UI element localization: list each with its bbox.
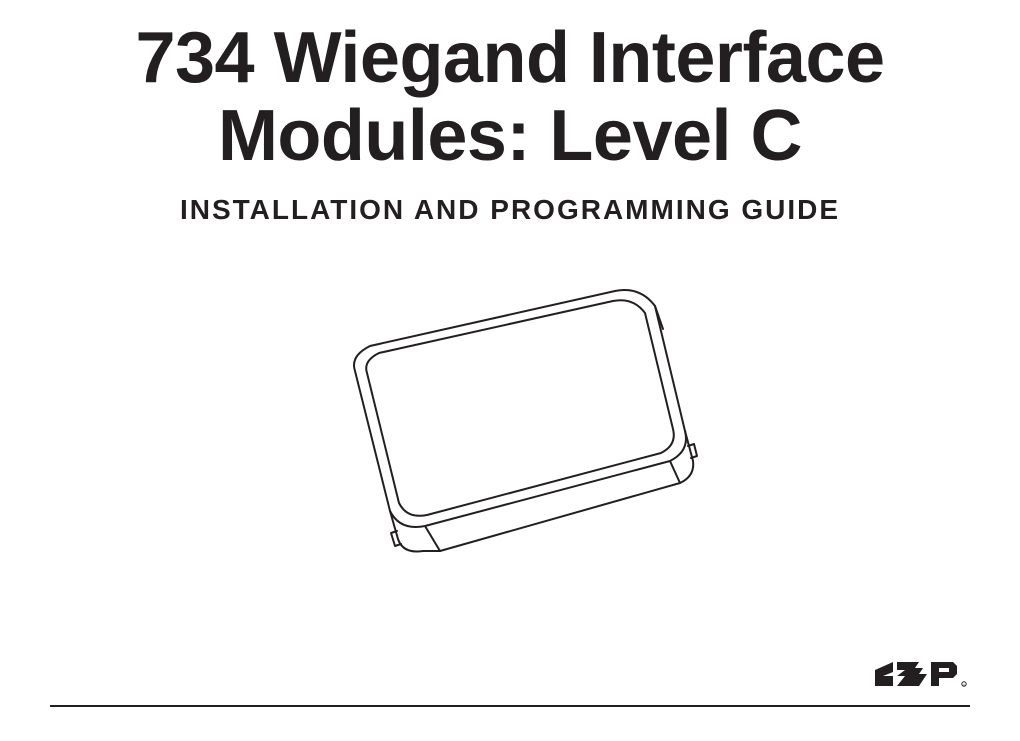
- title-line-2: Modules: Level C: [218, 96, 802, 176]
- document-content: 734 Wiegand Interface Modules: Level C I…: [0, 0, 1020, 611]
- dmp-logo-icon: R: [875, 662, 970, 694]
- module-enclosure-icon: [295, 271, 725, 611]
- product-illustration: [0, 271, 1020, 611]
- brand-logo: R: [875, 662, 970, 699]
- document-title: 734 Wiegand Interface Modules: Level C: [0, 20, 1020, 176]
- title-line-1: 734 Wiegand Interface: [135, 18, 884, 98]
- footer-rule: [50, 705, 970, 707]
- document-subtitle: INSTALLATION AND PROGRAMMING GUIDE: [0, 194, 1020, 226]
